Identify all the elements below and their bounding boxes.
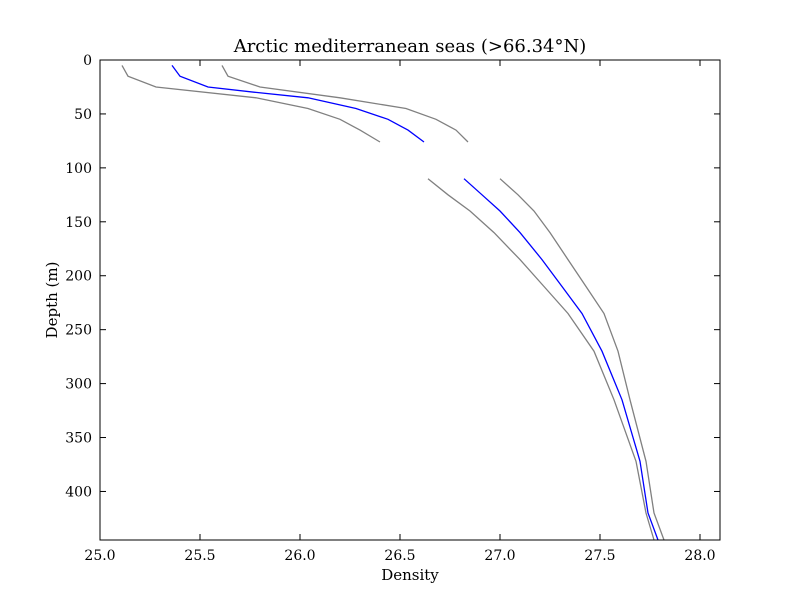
series-line-lower-bound-segment-1 xyxy=(121,65,381,143)
x-tick-label: 25.5 xyxy=(184,548,215,564)
y-tick-label: 150 xyxy=(65,215,92,231)
y-tick-label: 0 xyxy=(83,53,92,69)
x-tick-label: 25.0 xyxy=(84,548,115,564)
y-axis-label: Depth (m) xyxy=(43,262,61,339)
series-line-mean-segment-2 xyxy=(463,178,659,541)
x-axis-ticks: 25.0 25.5 26.0 26.5 27.0 27.5 28.0 xyxy=(84,60,716,564)
series-line-upper-bound-segment-1 xyxy=(221,65,469,143)
y-tick-label: 300 xyxy=(65,377,92,393)
y-tick-label: 200 xyxy=(65,269,92,285)
series-line-mean-segment-1 xyxy=(171,65,425,143)
x-tick-label: 27.0 xyxy=(484,548,515,564)
plot-frame xyxy=(99,59,721,541)
chart-title: Arctic mediterranean seas (>66.34°N) xyxy=(233,36,587,57)
y-axis-ticks: 0 50 100 150 200 250 300 350 400 xyxy=(65,53,720,500)
x-tick-label: 27.5 xyxy=(584,548,615,564)
y-tick-label: 100 xyxy=(65,161,92,177)
x-tick-label: 28.0 xyxy=(684,548,715,564)
y-tick-label: 50 xyxy=(74,107,92,123)
series-lines xyxy=(121,65,665,541)
series-line-upper-bound-segment-2 xyxy=(499,178,665,541)
y-tick-label: 400 xyxy=(65,484,92,500)
x-tick-label: 26.0 xyxy=(284,548,315,564)
series-line-lower-bound-segment-2 xyxy=(427,178,655,541)
y-tick-label: 250 xyxy=(65,323,92,339)
x-tick-label: 26.5 xyxy=(384,548,415,564)
y-tick-label: 350 xyxy=(65,431,92,447)
x-axis-label: Density xyxy=(381,566,439,584)
